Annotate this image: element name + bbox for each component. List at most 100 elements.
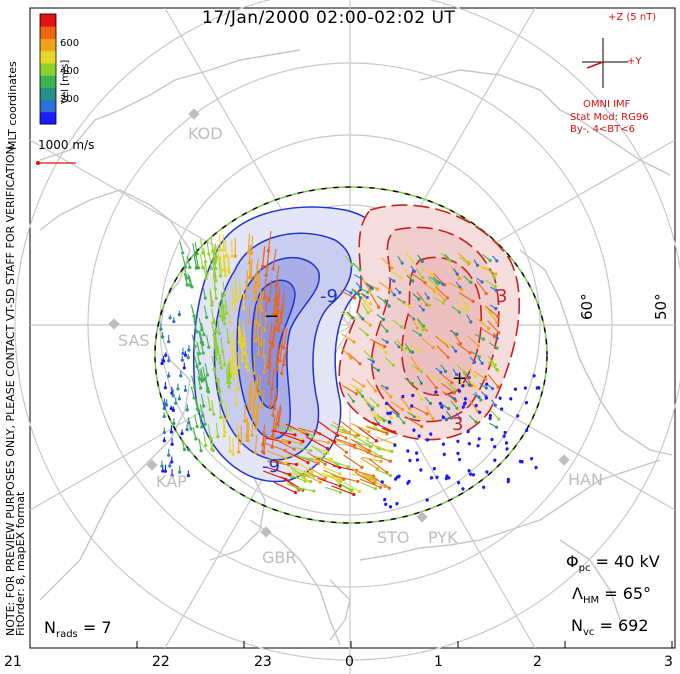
vector-line [273, 481, 296, 494]
vector-line [298, 472, 315, 477]
vector-dot [248, 407, 252, 411]
vector-line [231, 287, 234, 304]
vector-line [196, 367, 201, 380]
vector-line [452, 368, 458, 375]
vector-line [347, 393, 354, 402]
latitude-label-50: 50° [652, 293, 670, 320]
vector-line [248, 244, 251, 263]
vector-line [222, 281, 225, 296]
vector-line [288, 465, 306, 473]
vector-line [394, 287, 401, 293]
vector-line [264, 312, 267, 331]
vector-line [381, 257, 393, 269]
vector-line [351, 289, 359, 295]
vector-line [419, 298, 430, 306]
vector-line [276, 292, 281, 313]
vector-line [278, 310, 282, 331]
vector-line [271, 430, 296, 436]
stat-lambda-hm-value: = 65° [599, 584, 652, 603]
vector-line [268, 363, 272, 384]
vector-line [360, 478, 381, 488]
vector-line [468, 414, 477, 423]
stat-phi-pc-sub: pc [578, 563, 591, 575]
vector-line [254, 282, 257, 301]
stat-phi-pc: Φpc = 40 kV [566, 552, 660, 574]
vector-line [375, 468, 391, 476]
vector-line [209, 288, 213, 303]
vector-line [456, 364, 466, 374]
vector-line [466, 366, 476, 378]
vector-line [195, 398, 200, 411]
vector-line [478, 412, 481, 415]
vector-line [276, 286, 281, 307]
vector-line [485, 383, 488, 387]
vector-line [235, 284, 238, 301]
vector-line [476, 280, 487, 294]
contour-label-1: -9 [320, 286, 338, 307]
vector-line [376, 295, 386, 303]
vector-dot [254, 426, 258, 430]
vector-line [183, 266, 188, 279]
radar-site-kod: KOD [188, 124, 223, 143]
vector-line [269, 342, 272, 363]
vector-line [487, 373, 499, 388]
vector-line [239, 330, 242, 347]
vector-line [370, 292, 380, 308]
vector-line [409, 314, 418, 328]
stat-lambda-hm-sub: HM [582, 595, 600, 607]
latitude-label-60: 60° [578, 293, 596, 320]
vector-line [534, 467, 537, 470]
vector-line [262, 246, 266, 267]
vector-line [206, 240, 210, 255]
vector-line [467, 470, 470, 473]
vector-line [211, 308, 215, 323]
potential-max-mark: + [452, 368, 467, 389]
vector-line [445, 478, 447, 481]
vector-line [260, 326, 263, 345]
stat-phi-pc-value: = 40 kV [590, 552, 660, 571]
imf-condition: By-, 4<BT<6 [570, 124, 636, 135]
vector-line [256, 258, 259, 277]
vector-line [506, 481, 509, 484]
vector-line [467, 335, 479, 347]
vector-line [199, 404, 204, 417]
vector-line [355, 388, 363, 397]
vector-line [516, 415, 519, 418]
vector-line [385, 403, 388, 406]
imf-z-label: +Z (5 nT) [608, 12, 657, 23]
vector-line [261, 291, 264, 310]
vector-line [366, 477, 386, 488]
vector-line [403, 269, 414, 280]
vector-line [411, 364, 422, 372]
contour-label-4: 3 [452, 414, 463, 435]
vector-line [222, 234, 225, 251]
vector-line [421, 338, 434, 349]
vector-line [343, 481, 360, 492]
vector-line [435, 367, 442, 373]
vector-line [286, 451, 309, 464]
vector-line [421, 266, 433, 276]
vector-line [251, 417, 254, 436]
vector-line [213, 345, 218, 360]
vector-line [212, 263, 216, 278]
vector-line [282, 424, 302, 433]
vector-line [418, 304, 424, 311]
vector-line [218, 403, 222, 418]
vector-line [487, 355, 496, 366]
vector-line [464, 403, 466, 406]
vector-line [294, 446, 311, 452]
vector-line [263, 470, 286, 480]
colorbar-swatch [40, 14, 56, 27]
vector-line [280, 432, 304, 442]
colorbar-tick-400: 400 [60, 66, 80, 77]
vector-line [392, 319, 402, 328]
vector-line [311, 445, 325, 456]
vector-line [194, 397, 199, 410]
velocity-colorbar [40, 14, 56, 125]
vector-line [482, 306, 493, 317]
vector-line [446, 411, 452, 419]
radar-site-gbr: GBR [262, 548, 297, 567]
vector-line [356, 425, 377, 442]
vector-line [205, 380, 210, 393]
vector-line [237, 373, 240, 390]
